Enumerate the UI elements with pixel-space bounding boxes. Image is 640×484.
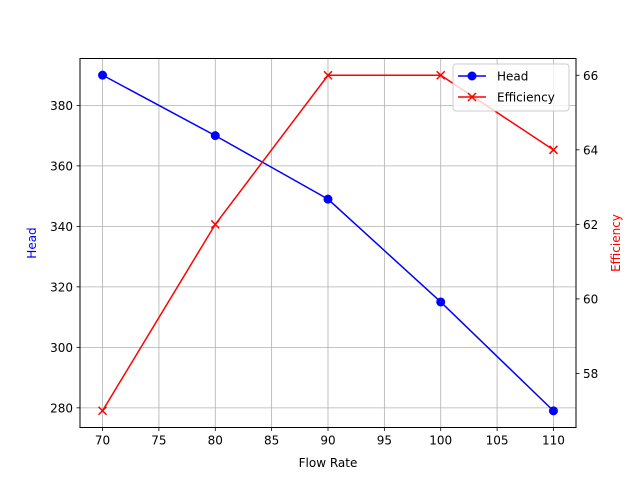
- legend-head-label: Head: [497, 70, 528, 84]
- legend: Head Efficiency: [452, 63, 570, 112]
- x-tick-label: 90: [320, 434, 335, 448]
- x-tick-label: 95: [377, 434, 392, 448]
- left-y-axis-label: Head: [25, 227, 39, 258]
- right-tick-label: 66: [583, 69, 598, 83]
- x-tick-label: 105: [486, 434, 509, 448]
- x-tick-label: 70: [95, 434, 110, 448]
- right-y-axis-label: Efficiency: [609, 214, 623, 272]
- data-point-x-icon: [210, 219, 220, 229]
- x-tick-label: 100: [429, 434, 452, 448]
- data-point-x-icon: [98, 406, 108, 416]
- grid-lines: [80, 58, 576, 428]
- legend-efficiency-label: Efficiency: [497, 91, 555, 105]
- data-point-circle-icon: [323, 194, 333, 204]
- legend-efficiency-marker-icon: [467, 92, 477, 102]
- x-tick-label: 110: [542, 434, 565, 448]
- data-point-circle-icon: [98, 70, 108, 80]
- left-tick-label: 300: [50, 341, 73, 355]
- x-tick-label: 85: [264, 434, 279, 448]
- left-tick-label: 280: [50, 401, 73, 415]
- series-head: [98, 70, 558, 416]
- data-point-circle-icon: [436, 297, 446, 307]
- right-tick-label: 58: [583, 367, 598, 381]
- x-axis-ticks: 70 75 80 85 90 95 100 105 110: [95, 427, 565, 448]
- data-point-x-icon: [323, 70, 333, 80]
- data-point-x-icon: [548, 145, 558, 155]
- data-point-circle-icon: [210, 131, 220, 141]
- legend-head-marker-icon: [467, 71, 477, 81]
- left-tick-label: 360: [50, 159, 73, 173]
- data-point-circle-icon: [548, 406, 558, 416]
- x-tick-label: 80: [208, 434, 223, 448]
- x-tick-label: 75: [151, 434, 166, 448]
- right-tick-label: 60: [583, 292, 598, 306]
- data-point-x-icon: [436, 70, 446, 80]
- right-tick-label: 64: [583, 143, 598, 157]
- x-axis-label: Flow Rate: [299, 456, 358, 470]
- left-tick-label: 340: [50, 220, 73, 234]
- right-tick-label: 62: [583, 218, 598, 232]
- left-y-axis-ticks: 280 300 320 340 360 380: [50, 99, 80, 415]
- left-tick-label: 380: [50, 99, 73, 113]
- left-tick-label: 320: [50, 280, 73, 294]
- right-y-axis-ticks: 58 60 62 64 66: [576, 69, 598, 381]
